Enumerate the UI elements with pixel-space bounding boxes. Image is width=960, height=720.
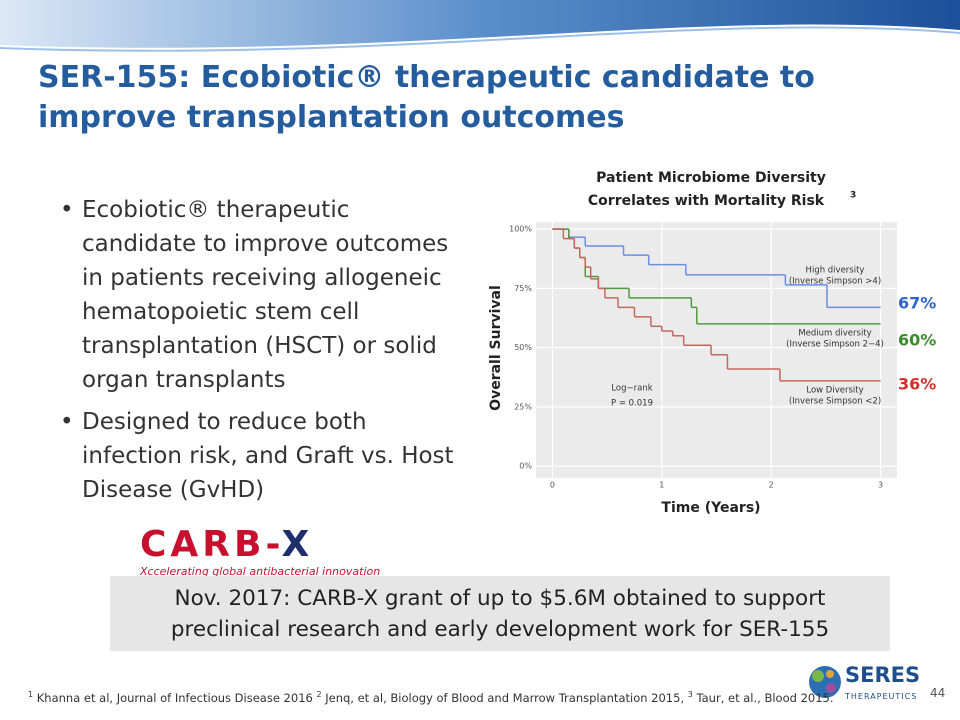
y-tick-label: 75% <box>514 284 532 293</box>
y-axis-label: Overall Survival <box>488 285 504 411</box>
annotation: P = 0.019 <box>611 399 653 409</box>
banner-line: preclinical research and early developme… <box>170 617 830 642</box>
logo-tagline: Xccelerating global antibacterial innova… <box>140 565 381 578</box>
legend-name: High diversity <box>806 266 865 276</box>
bullet-list: Ecobiotic® therapeutic candidate to impr… <box>60 193 470 515</box>
page-number: 44 <box>930 686 946 700</box>
plot-background <box>536 222 897 478</box>
ref: 2 <box>316 690 322 699</box>
logo-text: X <box>281 524 314 565</box>
footnote: Taur, et al., Blood 2015. <box>696 690 834 705</box>
banner-line: Nov. 2017: CARB-X grant of up to $5.6M o… <box>174 586 826 611</box>
x-axis-label: Time (Years) <box>661 500 760 516</box>
company-sub: THERAPEUTICS <box>845 692 918 701</box>
footnote: Khanna et al, Journal of Infectious Dise… <box>36 690 313 705</box>
legend-name: Medium diversity <box>798 329 871 339</box>
chart-title: Correlates with Mortality Risk <box>588 193 825 209</box>
company-name: SERES <box>845 663 921 687</box>
bullet: Ecobiotic® therapeutic candidate to impr… <box>60 193 470 397</box>
y-tick-label: 25% <box>514 402 532 411</box>
y-tick-label: 50% <box>514 343 532 352</box>
slide-title: SER-155: Ecobiotic® therapeutic candidat… <box>38 60 815 135</box>
carbx-logo: CARB-X Xccelerating global antibacterial… <box>140 524 381 579</box>
annotation: Log−rank <box>611 384 652 394</box>
chart-title: Patient Microbiome Diversity <box>596 170 826 186</box>
bullet: Designed to reduce both infection risk, … <box>60 405 470 507</box>
x-tick-label: 1 <box>659 481 664 490</box>
seres-logo: SERES THERAPEUTICS <box>845 664 920 708</box>
y-tick-label: 100% <box>509 225 532 234</box>
chart-title-ref: 3 <box>850 191 856 201</box>
footnotes: 1 Khanna et al, Journal of Infectious Di… <box>28 690 834 705</box>
legend-name: Low Diversity <box>806 386 863 396</box>
end-label: 36% <box>898 375 936 394</box>
legend-note: (Inverse Simpson <2) <box>789 397 881 407</box>
header-line <box>0 26 960 52</box>
grant-banner: Nov. 2017: CARB-X grant of up to $5.6M o… <box>110 576 890 651</box>
footnote: Jenq, et al, Biology of Blood and Marrow… <box>325 690 685 705</box>
seres-icon <box>809 666 841 698</box>
x-tick-label: 0 <box>550 481 555 490</box>
logo-text: CARB- <box>140 524 282 565</box>
legend-note: (Inverse Simpson >4) <box>789 277 881 287</box>
end-label: 67% <box>898 294 936 313</box>
end-label: 60% <box>898 331 936 350</box>
ref: 1 <box>28 690 34 699</box>
header-wave <box>0 0 960 48</box>
x-tick-label: 2 <box>769 481 774 490</box>
ref: 3 <box>687 690 693 699</box>
x-tick-label: 3 <box>878 481 883 490</box>
y-tick-label: 0% <box>519 462 532 471</box>
legend-note: (Inverse Simpson 2−4) <box>786 340 884 350</box>
